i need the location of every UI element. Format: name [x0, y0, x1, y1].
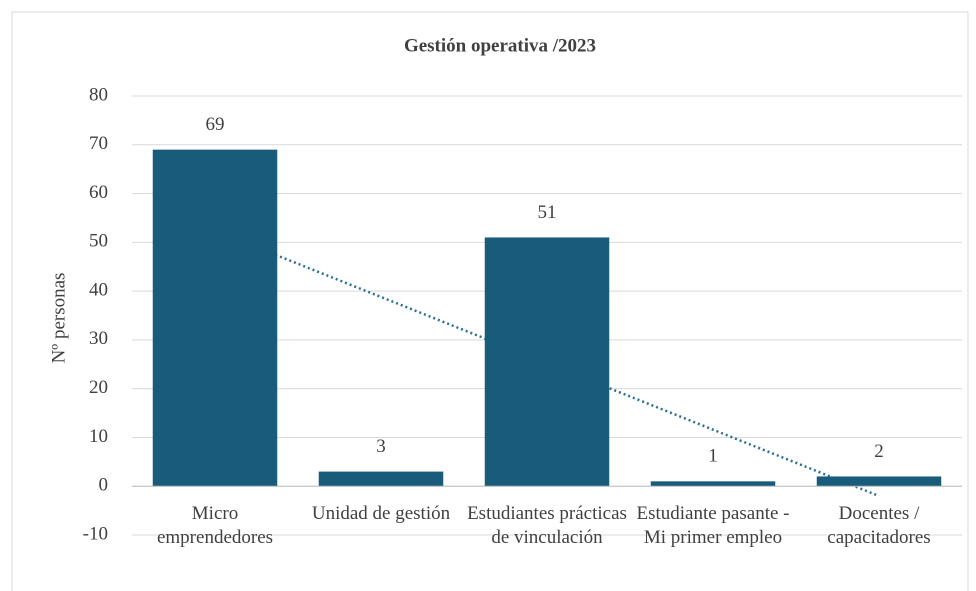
y-axis-label: Nº personas	[48, 273, 69, 364]
y-tick-label: 60	[89, 182, 108, 203]
data-label: 51	[538, 202, 557, 223]
data-label: 69	[206, 114, 225, 135]
bar	[650, 481, 776, 487]
bar	[816, 476, 942, 487]
y-tick-label: 70	[89, 133, 108, 154]
chart-title: Gestión operativa /2023	[404, 35, 596, 56]
x-tick-label: Micro emprendedores	[156, 503, 274, 548]
x-tick-label: Estudiante pasante - Mi primer empleo	[636, 503, 790, 548]
y-tick-label: 40	[89, 279, 108, 300]
y-tick-label: 80	[89, 84, 108, 105]
y-tick-label: 20	[89, 377, 108, 398]
x-tick-label: Estudiantes prácticas de vinculación	[467, 503, 627, 548]
y-tick-label: -10	[83, 523, 108, 544]
y-tick-label: 30	[89, 328, 108, 349]
y-tick-label: 50	[89, 231, 108, 252]
data-label: 1	[708, 446, 718, 467]
y-tick-label: 10	[89, 426, 108, 447]
trendline	[214, 229, 880, 498]
data-label: 3	[376, 436, 386, 457]
bar	[484, 237, 610, 487]
bar	[152, 149, 278, 487]
x-tick-label: Docentes / capacitadores	[827, 503, 931, 548]
x-tick-label: Unidad de gestión	[311, 503, 451, 524]
bar	[318, 471, 444, 487]
data-label: 2	[874, 441, 884, 462]
y-tick-label: 0	[99, 475, 109, 496]
